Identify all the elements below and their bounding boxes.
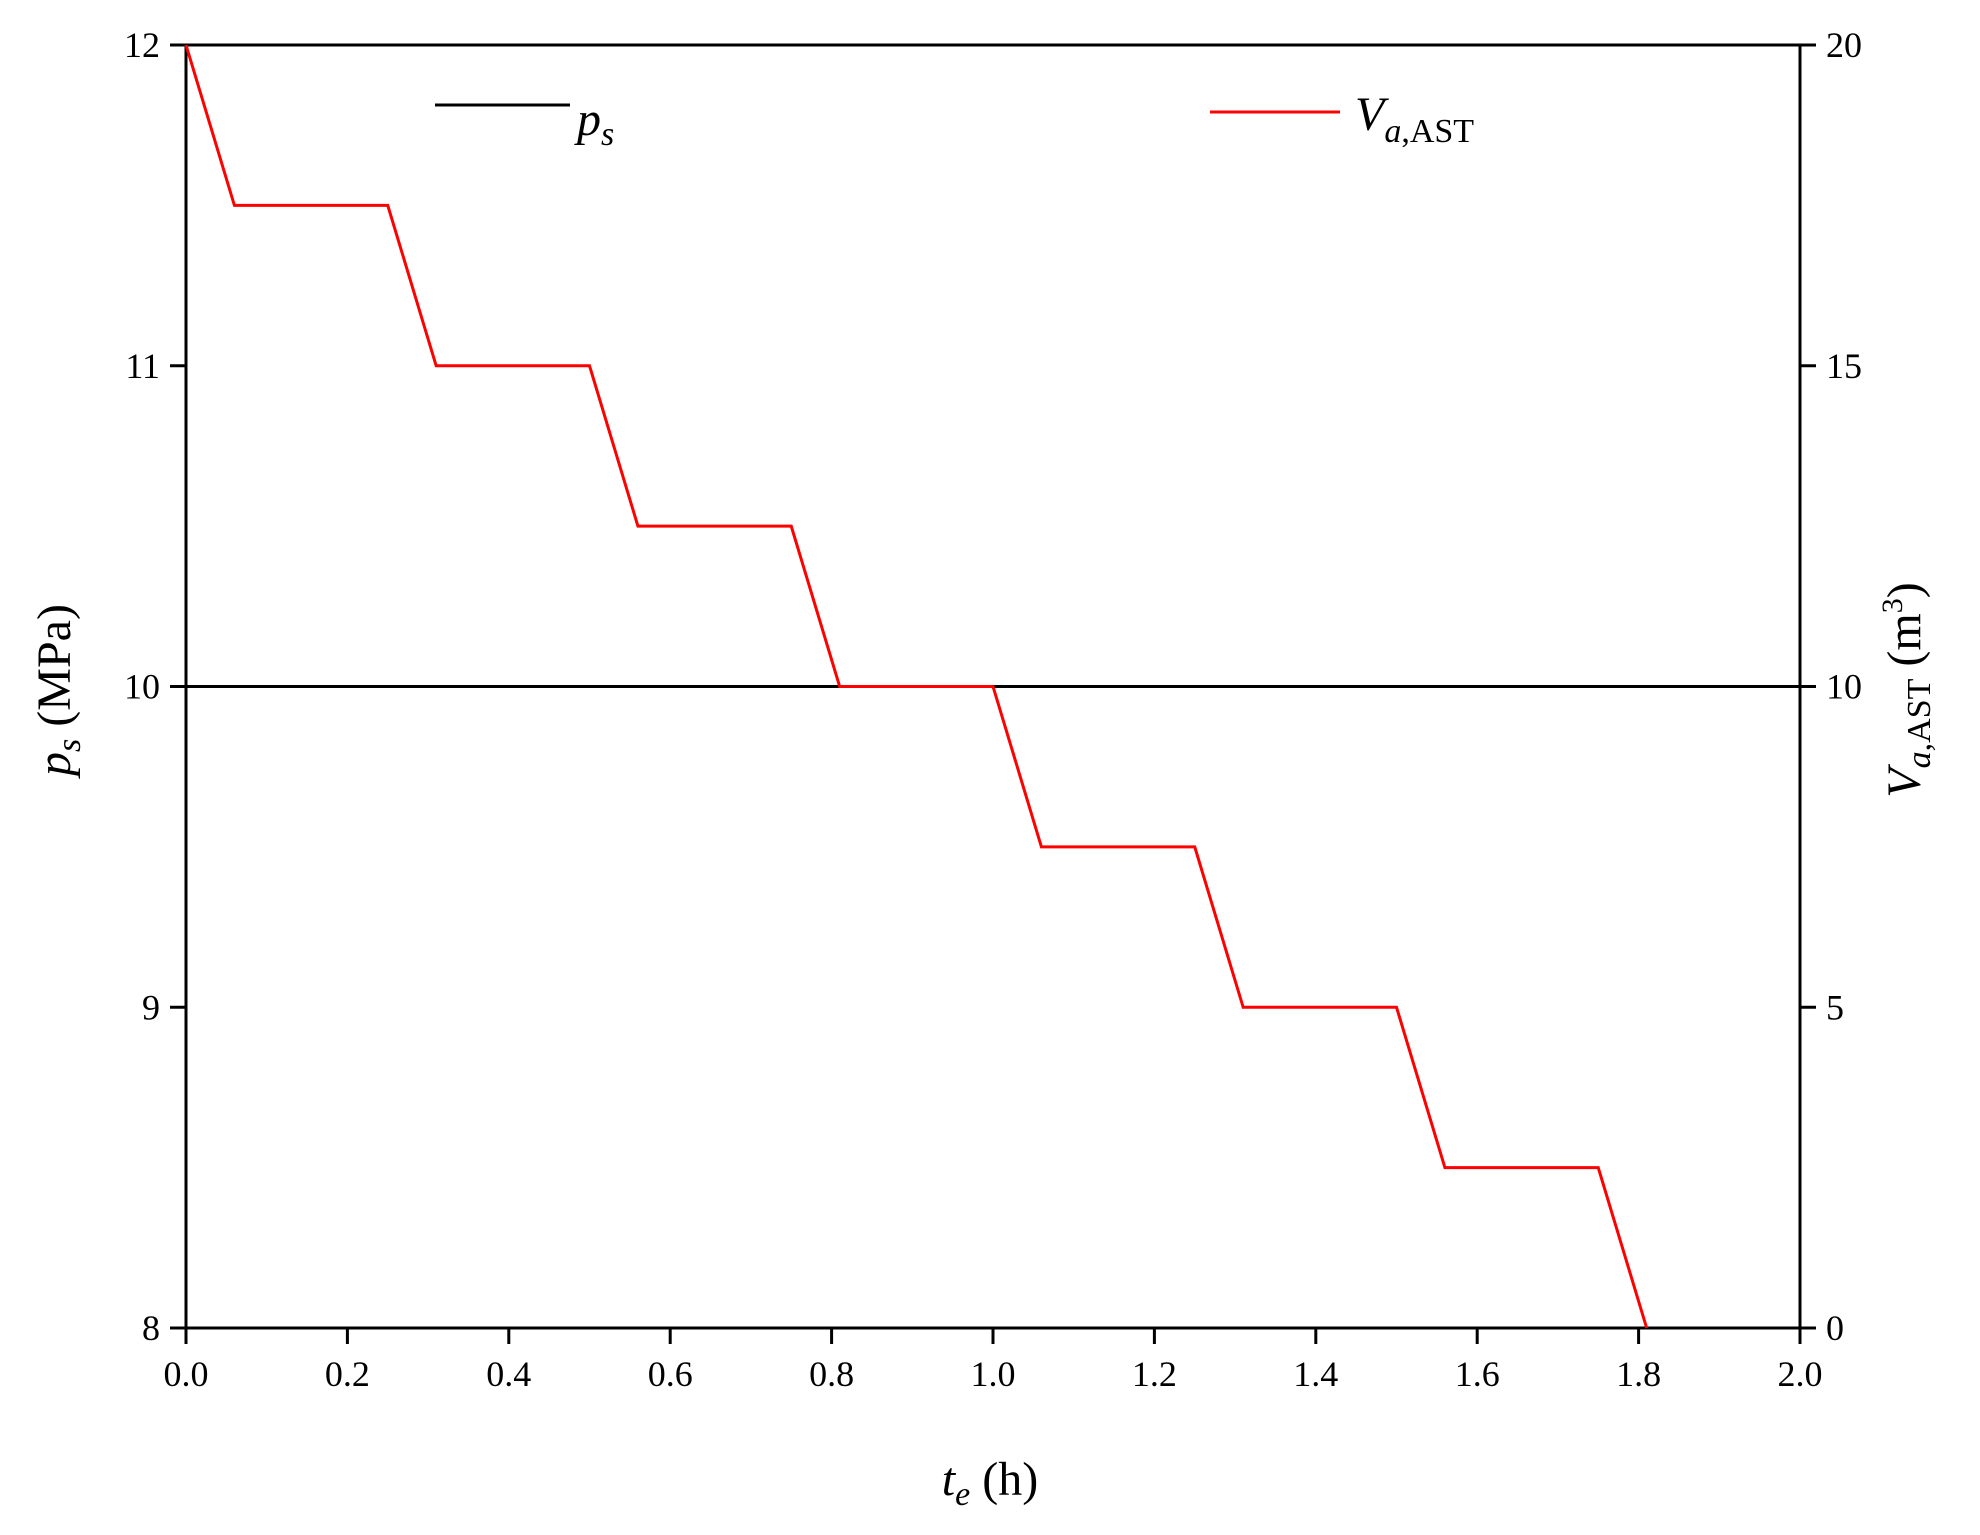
right-y-tick-label: 10 (1826, 667, 1862, 707)
right-y-axis-title: Va,AST (m3) (1876, 582, 1938, 797)
legend-label-va-ast: Va,AST (1355, 88, 1474, 150)
x-tick-label: 0.8 (809, 1354, 854, 1394)
right-y-tick-label: 5 (1826, 987, 1844, 1027)
left-y-axis-ticks: 8 9 10 11 12 (124, 25, 186, 1348)
x-tick-label: 2.0 (1778, 1354, 1823, 1394)
right-y-tick-label: 20 (1826, 25, 1862, 65)
legend-label-ps: ps (574, 93, 614, 153)
right-y-tick-label: 0 (1826, 1308, 1844, 1348)
x-tick-label: 1.4 (1293, 1354, 1338, 1394)
x-tick-label: 0.4 (486, 1354, 531, 1394)
x-tick-label: 1.6 (1455, 1354, 1500, 1394)
left-y-axis-title: ps (MPa) (28, 604, 88, 779)
series-line-va-ast (184, 44, 1649, 1329)
left-y-tick-label: 8 (142, 1308, 160, 1348)
x-tick-label: 1.0 (971, 1354, 1016, 1394)
right-y-tick-label: 15 (1826, 346, 1862, 386)
right-y-axis-ticks: 0 5 10 15 20 (1800, 25, 1862, 1348)
x-axis-title: te (h) (942, 1453, 1038, 1513)
left-y-tick-label: 11 (125, 346, 160, 386)
x-tick-label: 0.0 (164, 1354, 209, 1394)
left-y-tick-label: 9 (142, 987, 160, 1027)
legend: ps Va,AST (435, 88, 1474, 153)
series-layer (184, 44, 1800, 1329)
x-axis-ticks: 0.0 0.2 0.4 0.6 0.8 1.0 1.2 1.4 1.6 1.8 2.0 (164, 1328, 1823, 1394)
x-tick-label: 0.6 (648, 1354, 693, 1394)
left-y-tick-label: 10 (124, 667, 160, 707)
x-tick-label: 1.8 (1616, 1354, 1661, 1394)
x-tick-label: 0.2 (325, 1354, 370, 1394)
x-tick-label: 1.2 (1132, 1354, 1177, 1394)
left-y-tick-label: 12 (124, 25, 160, 65)
